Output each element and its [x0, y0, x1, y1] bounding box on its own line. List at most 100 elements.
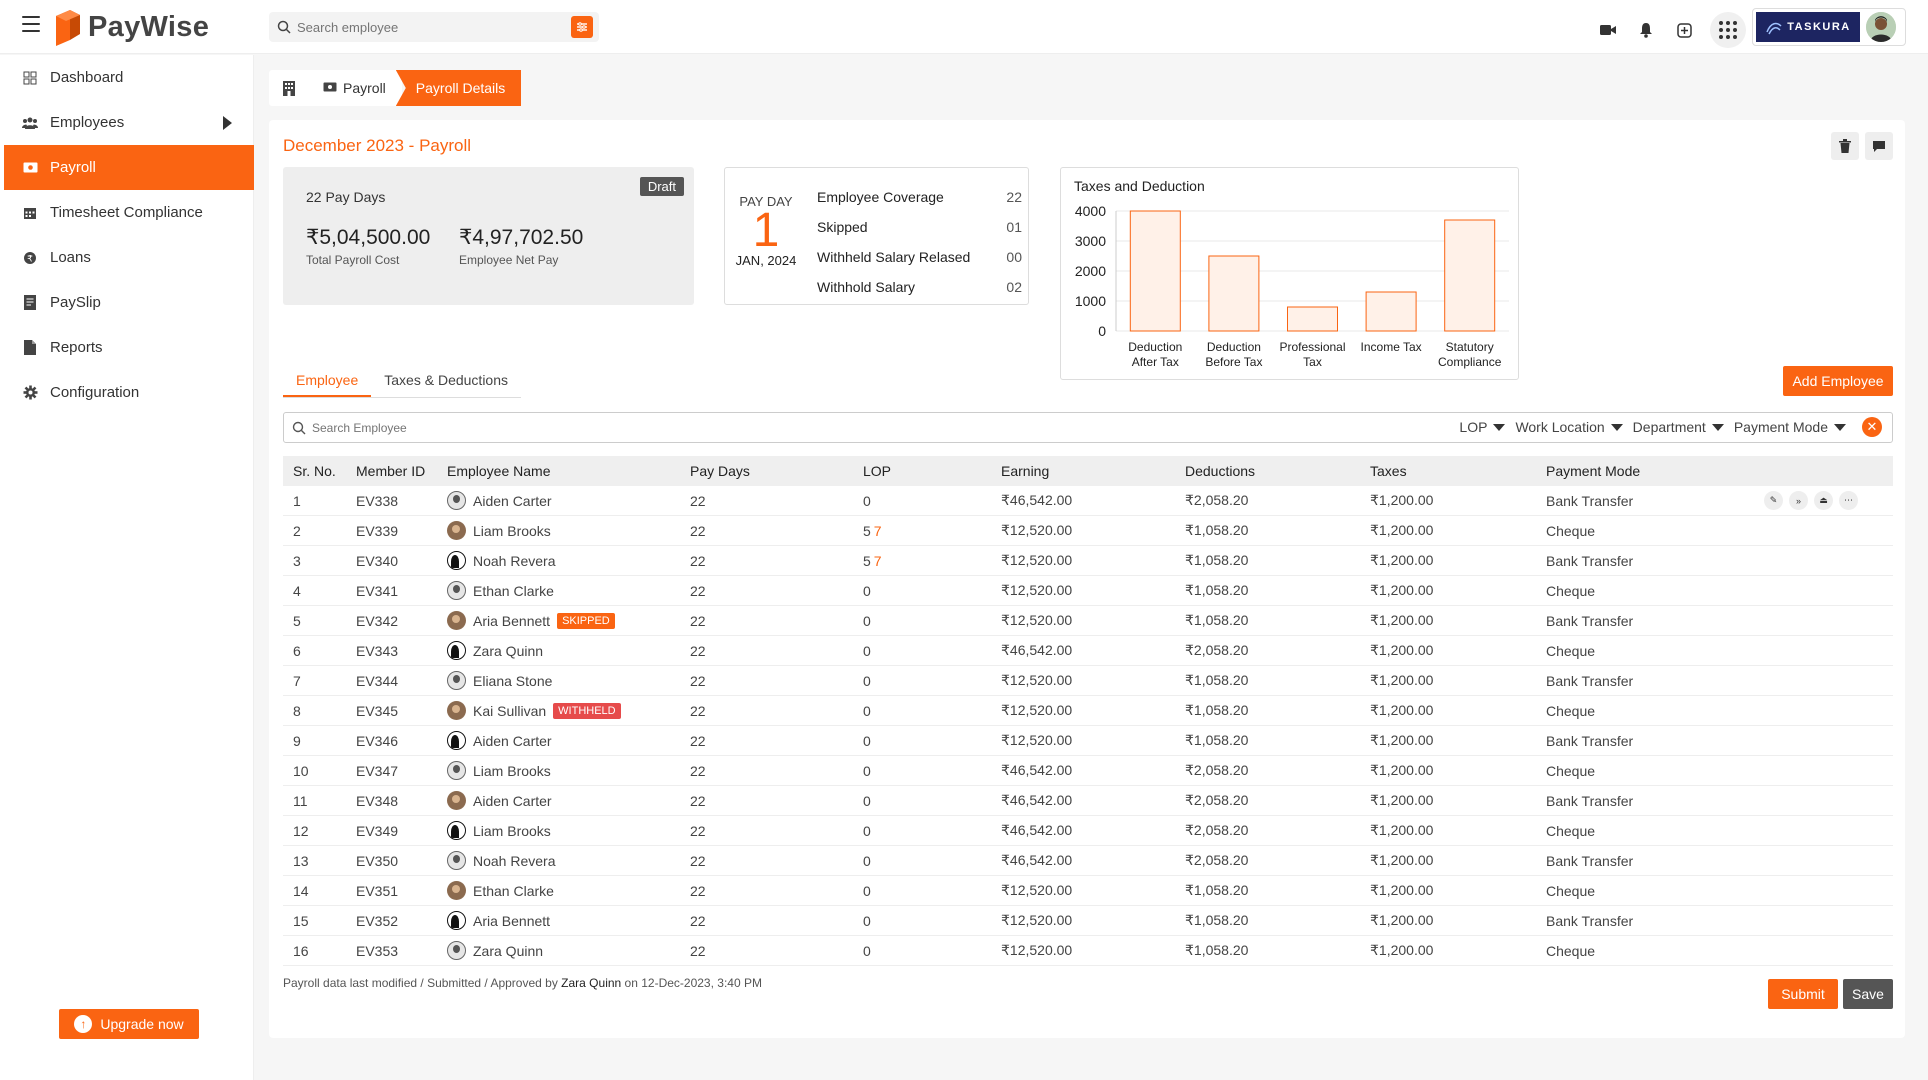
sidebar-item-dashboard[interactable]: Dashboard — [4, 55, 254, 100]
employee-name[interactable]: Liam Brooks — [473, 762, 551, 779]
work-location-dropdown[interactable]: Work Location — [1515, 419, 1623, 435]
table-row[interactable]: 6 EV343 Zara Quinn 22 0 ₹46,542.00 ₹2,058.20 ₹1… — [283, 636, 1893, 666]
table-row[interactable]: 12 EV349 Liam Brooks 22 0 ₹46,542.00 ₹2,058.20… — [283, 816, 1893, 846]
header-sr-no[interactable]: Sr. No. — [293, 463, 336, 479]
employee-name[interactable]: Aiden Carter — [473, 732, 552, 749]
filter-icon[interactable] — [571, 16, 593, 38]
table-row[interactable]: 3 EV340 Noah Revera 22 5 7 ₹12,520.00 ₹1,058.20… — [283, 546, 1893, 576]
table-row[interactable]: 11 EV348 Aiden Carter 22 0 ₹46,542.00 ₹2,058.2… — [283, 786, 1893, 816]
expand-arrow-icon[interactable] — [223, 116, 232, 130]
upgrade-now-button[interactable]: ↑ Upgrade now — [59, 1009, 199, 1039]
tab-taxes-deductions[interactable]: Taxes & Deductions — [384, 372, 508, 388]
cell-lop: 0 — [863, 763, 871, 779]
cell-sr-no: 1 — [293, 492, 301, 509]
sidebar-item-payroll[interactable]: Payroll — [4, 145, 254, 190]
employee-name[interactable]: Zara Quinn — [473, 642, 544, 659]
submit-button[interactable]: Submit — [1768, 979, 1838, 1009]
apps-grid-icon[interactable] — [1710, 12, 1746, 48]
bell-icon[interactable] — [1634, 16, 1658, 44]
employee-name[interactable]: Ethan Clarke — [473, 582, 554, 599]
department-dropdown[interactable]: Department — [1633, 419, 1724, 435]
sidebar-item-payslip[interactable]: PaySlip — [4, 280, 254, 325]
employee-search-input[interactable] — [297, 19, 557, 35]
tab-employee[interactable]: Employee — [283, 366, 372, 397]
table-row[interactable]: 13 EV350 Noah Revera 22 0 ₹46,542.00 ₹2,058.20… — [283, 846, 1893, 876]
header-taxes[interactable]: Taxes — [1370, 463, 1407, 479]
cell-lop: 0 — [863, 793, 871, 809]
employee-name[interactable]: Zara Quinn — [473, 942, 544, 959]
sidebar-item-loans[interactable]: ₹ Loans — [4, 235, 254, 280]
table-row[interactable]: 1 EV338 Aiden Carter 22 0 ₹46,542.00 ₹2,058.20… — [283, 486, 1893, 516]
header-pay-days[interactable]: Pay Days — [690, 463, 750, 479]
table-row[interactable]: 4 EV341 Ethan Clarke 22 0 ₹12,520.00 ₹1,058.20… — [283, 576, 1893, 606]
add-employee-button[interactable]: Add Employee — [1783, 366, 1893, 396]
employee-name[interactable]: Aria Bennett — [473, 612, 551, 629]
sidebar-item-employees[interactable]: Employees — [4, 100, 254, 145]
sidebar: Dashboard Employees Payroll Timesheet Co… — [0, 55, 254, 1080]
cell-payment-mode: Cheque — [1546, 882, 1596, 899]
table-row[interactable]: 14 EV351 Ethan Clarke 22 0 ₹12,520.00 ₹1,058.2… — [283, 876, 1893, 906]
menu-icon[interactable] — [22, 16, 40, 32]
employee-name[interactable]: Noah Revera — [473, 552, 556, 569]
video-icon[interactable] — [1596, 16, 1620, 44]
hold-icon[interactable]: ⏏ — [1814, 491, 1833, 510]
cell-lop: 0 — [863, 583, 871, 599]
payment-mode-dropdown[interactable]: Payment Mode — [1734, 419, 1846, 435]
breadcrumb-payroll[interactable]: Payroll — [309, 70, 402, 106]
employee-name[interactable]: Eliana Stone — [473, 672, 553, 689]
bar — [1287, 306, 1338, 332]
cell-deductions: ₹1,058.20 — [1185, 552, 1249, 568]
table-row[interactable]: 7 EV344 Eliana Stone 22 0 ₹12,520.00 ₹1,058.20… — [283, 666, 1893, 696]
table-row[interactable]: 16 EV353 Zara Quinn 22 0 ₹12,520.00 ₹1,058.20 ₹… — [283, 936, 1893, 966]
header-member-id[interactable]: Member ID — [356, 463, 426, 479]
fast-forward-icon[interactable]: » — [1789, 491, 1808, 510]
employee-name[interactable]: Noah Revera — [473, 852, 556, 869]
table-row[interactable]: 15 EV352 Aria Bennett 22 0 ₹12,520.00 ₹1,058.2… — [283, 906, 1893, 936]
app-logo[interactable]: PayWise — [52, 5, 209, 49]
cell-lop: 0 — [863, 883, 871, 899]
cell-taxes: ₹1,200.00 — [1370, 732, 1434, 748]
header-payment-mode[interactable]: Payment Mode — [1546, 463, 1641, 479]
header-earning[interactable]: Earning — [1001, 463, 1050, 479]
audit-note-suffix: on 12-Dec-2023, 3:40 PM — [624, 976, 762, 990]
employee-name[interactable]: Liam Brooks — [473, 822, 551, 839]
employee-name[interactable]: Aria Bennett — [473, 912, 551, 929]
sidebar-item-reports[interactable]: Reports — [4, 325, 254, 370]
table-row[interactable]: 5 EV342 Aria Bennett SKIPPED 22 0 ₹12,520.00 ₹1… — [283, 606, 1893, 636]
lop-value: 0 — [863, 822, 871, 839]
building-icon[interactable] — [269, 70, 309, 106]
pay-day-number: 1 — [752, 204, 780, 257]
table-row[interactable]: 2 EV339 Liam Brooks 22 5 7 ₹12,520.00 ₹1,058.20… — [283, 516, 1893, 546]
chart-title: Taxes and Deduction — [1074, 178, 1205, 194]
status-badge: WITHHELD — [553, 702, 621, 719]
save-button[interactable]: Save — [1843, 979, 1893, 1009]
cell-pay-days: 22 — [690, 762, 706, 779]
avatar — [447, 941, 466, 960]
lop-dropdown[interactable]: LOP — [1459, 419, 1506, 435]
delete-button[interactable] — [1831, 132, 1859, 160]
table-row[interactable]: 9 EV346 Aiden Carter 22 0 ₹12,520.00 ₹1,058.20… — [283, 726, 1893, 756]
employee-table-search-input[interactable] — [312, 420, 912, 435]
cell-deductions: ₹2,058.20 — [1185, 852, 1249, 868]
employee-name[interactable]: Liam Brooks — [473, 522, 551, 539]
header-employee-name[interactable]: Employee Name — [447, 463, 551, 479]
y-tick-label: 4000 — [1075, 203, 1106, 219]
employee-name[interactable]: Aiden Carter — [473, 792, 552, 809]
more-icon[interactable]: ⋯ — [1839, 491, 1858, 510]
header-deductions[interactable]: Deductions — [1185, 463, 1256, 479]
sidebar-item-configuration[interactable]: Configuration — [4, 370, 254, 415]
sidebar-item-timesheet-compliance[interactable]: Timesheet Compliance — [4, 190, 254, 235]
cell-lop: 0 — [863, 673, 871, 689]
table-row[interactable]: 10 EV347 Liam Brooks 22 0 ₹46,542.00 ₹2,058.20… — [283, 756, 1893, 786]
plus-square-icon[interactable] — [1672, 16, 1696, 44]
comment-button[interactable] — [1865, 132, 1893, 160]
cell-employee-name: Eliana Stone — [447, 671, 552, 690]
edit-icon[interactable]: ✎ — [1764, 491, 1783, 510]
profile-menu[interactable]: TASKURA — [1752, 8, 1906, 46]
header-lop[interactable]: LOP — [863, 463, 892, 479]
employee-name[interactable]: Aiden Carter — [473, 492, 552, 509]
employee-name[interactable]: Ethan Clarke — [473, 882, 554, 899]
employee-name[interactable]: Kai Sullivan — [473, 702, 547, 719]
table-row[interactable]: 8 EV345 Kai Sullivan WITHHELD 22 0 ₹12,520.00 ₹… — [283, 696, 1893, 726]
clear-filters-icon[interactable]: ✕ — [1862, 417, 1882, 437]
